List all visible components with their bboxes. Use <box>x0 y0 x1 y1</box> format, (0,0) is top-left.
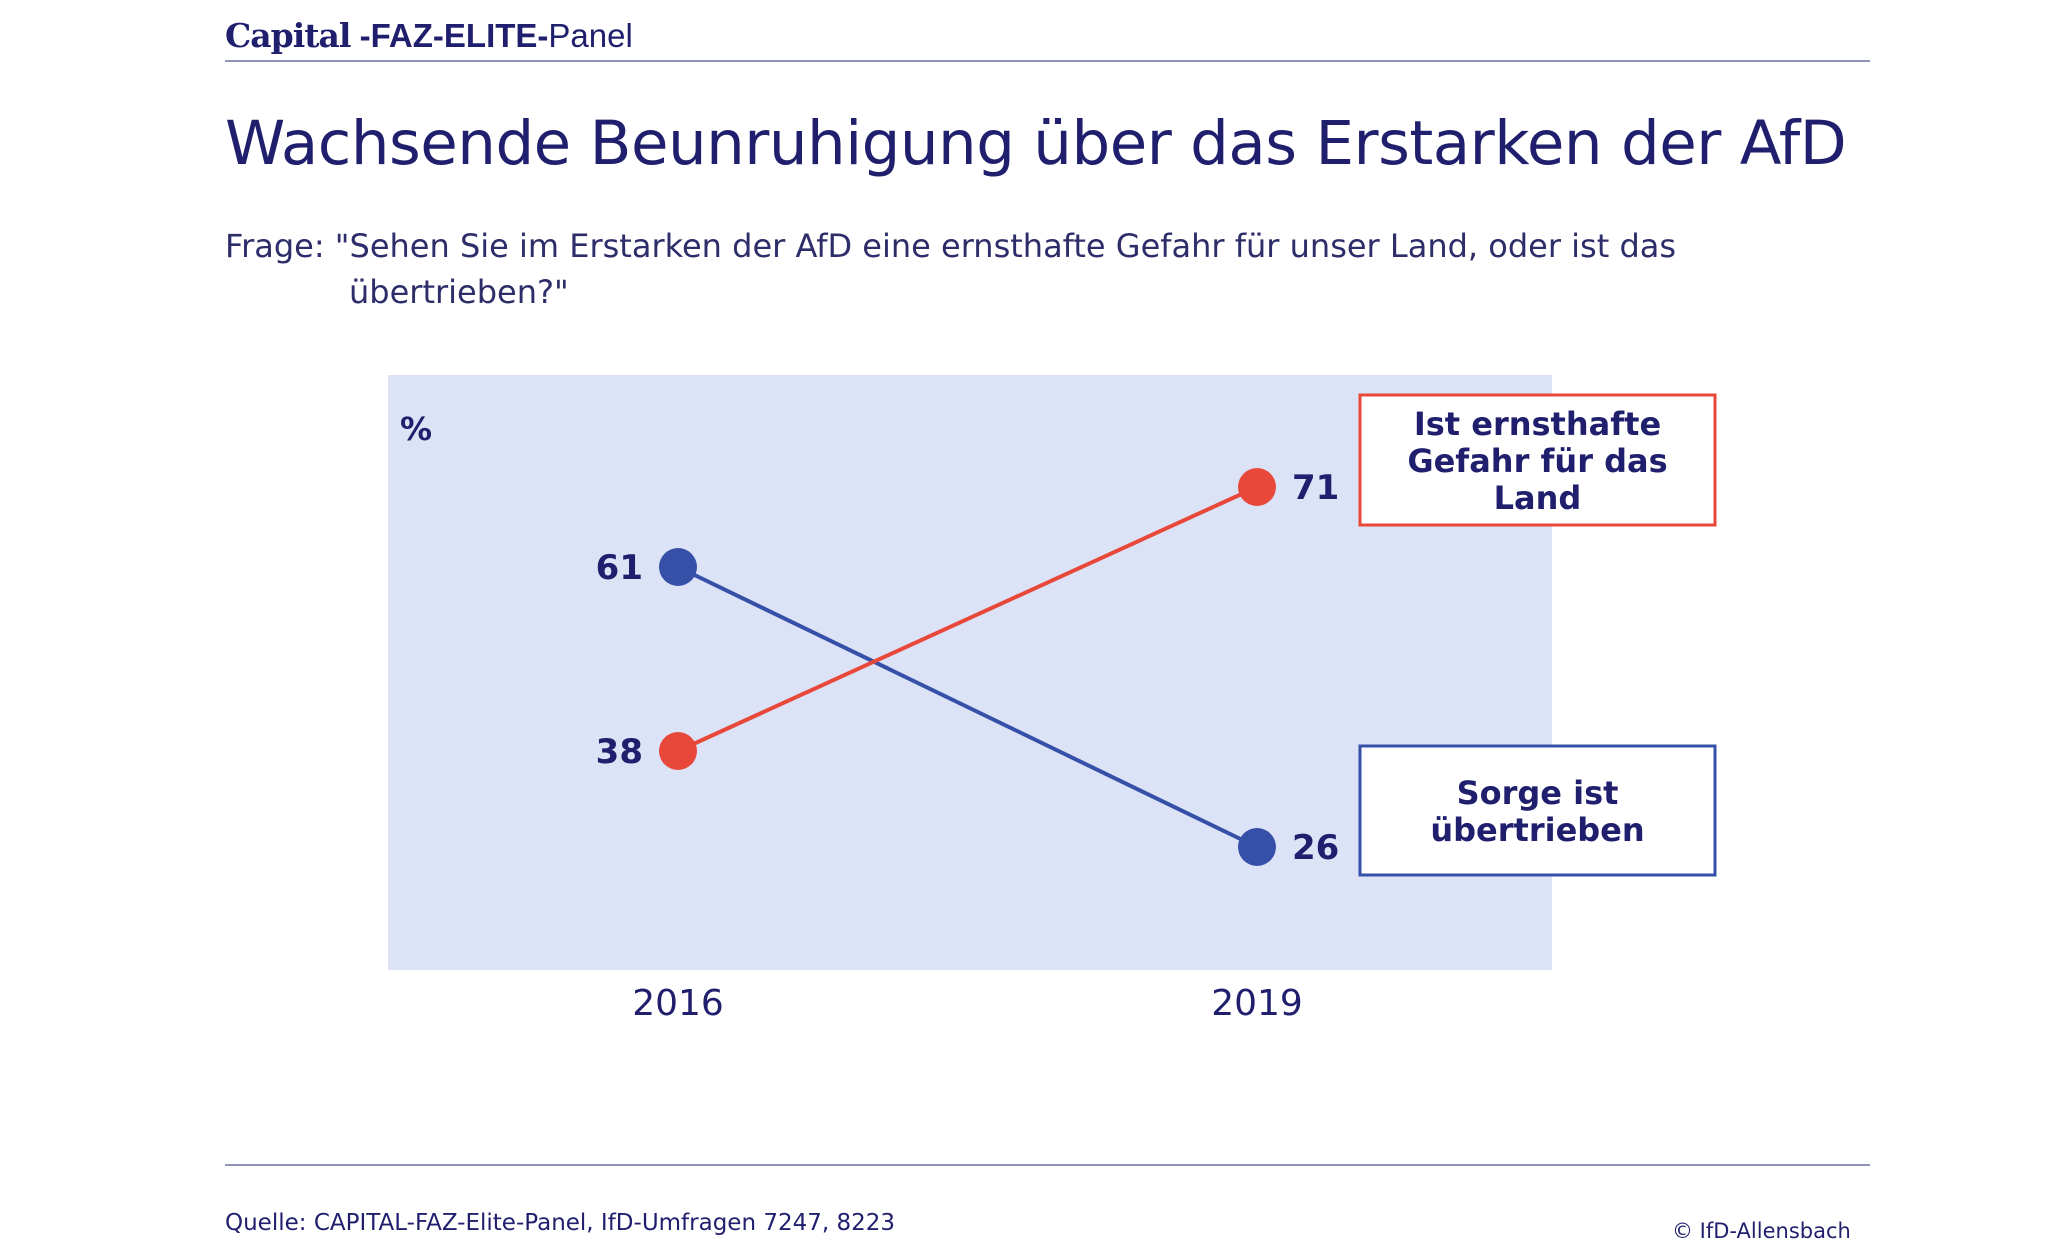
legend-box-danger <box>1358 393 1717 527</box>
legend-box-exaggerated <box>1358 744 1717 877</box>
data-point-exaggerated-2019 <box>1238 828 1276 866</box>
data-point-danger-2019 <box>1238 468 1276 506</box>
data-label-danger-2016: 38 <box>596 732 643 772</box>
data-label-danger-2019: 71 <box>1292 468 1339 508</box>
legend-label-danger: Ist ernsthafte Gefahr für das Land <box>1407 405 1667 517</box>
legend: Ist ernsthafte Gefahr für das Land Sorge is… <box>1358 393 1717 877</box>
chart-title: Wachsende Beunruhigung über das Erstarke… <box>225 108 1847 179</box>
data-point-danger-2016 <box>659 732 697 770</box>
brand-faz-elite: -FAZ-ELITE- <box>350 17 549 54</box>
brand-panel: Panel <box>548 17 633 54</box>
footer-divider <box>225 1164 1870 1166</box>
series-line-exaggerated <box>677 565 1258 849</box>
source-note: Quelle: CAPITAL-FAZ-Elite-Panel, IfD-Umf… <box>225 1210 896 1236</box>
series-layer: 61 26 38 71 <box>596 468 1339 868</box>
survey-question-text: Frage: "Sehen Sie im Erstarken der AfD e… <box>225 227 1677 311</box>
data-label-exaggerated-2019: 26 <box>1292 828 1339 868</box>
survey-question: Frage: "Sehen Sie im Erstarken der AfD e… <box>225 223 1765 315</box>
x-tick-2019: 2019 <box>1211 983 1303 1024</box>
plot-background <box>388 375 1552 970</box>
x-axis-ticks: 2016 2019 <box>632 983 1303 1024</box>
brand-capital: Capital <box>225 16 351 55</box>
brand-header: Capital -FAZ-ELITE-Panel <box>225 14 633 58</box>
data-point-exaggerated-2016 <box>659 548 697 586</box>
header-divider <box>225 60 1870 62</box>
legend-label-exaggerated: Sorge ist übertrieben <box>1430 774 1644 849</box>
data-label-exaggerated-2016: 61 <box>596 548 643 588</box>
copyright-note: © IfD-Allensbach <box>1672 1219 1851 1243</box>
series-line-danger <box>677 485 1258 753</box>
y-unit-label: % <box>400 410 432 448</box>
x-tick-2016: 2016 <box>632 983 724 1024</box>
